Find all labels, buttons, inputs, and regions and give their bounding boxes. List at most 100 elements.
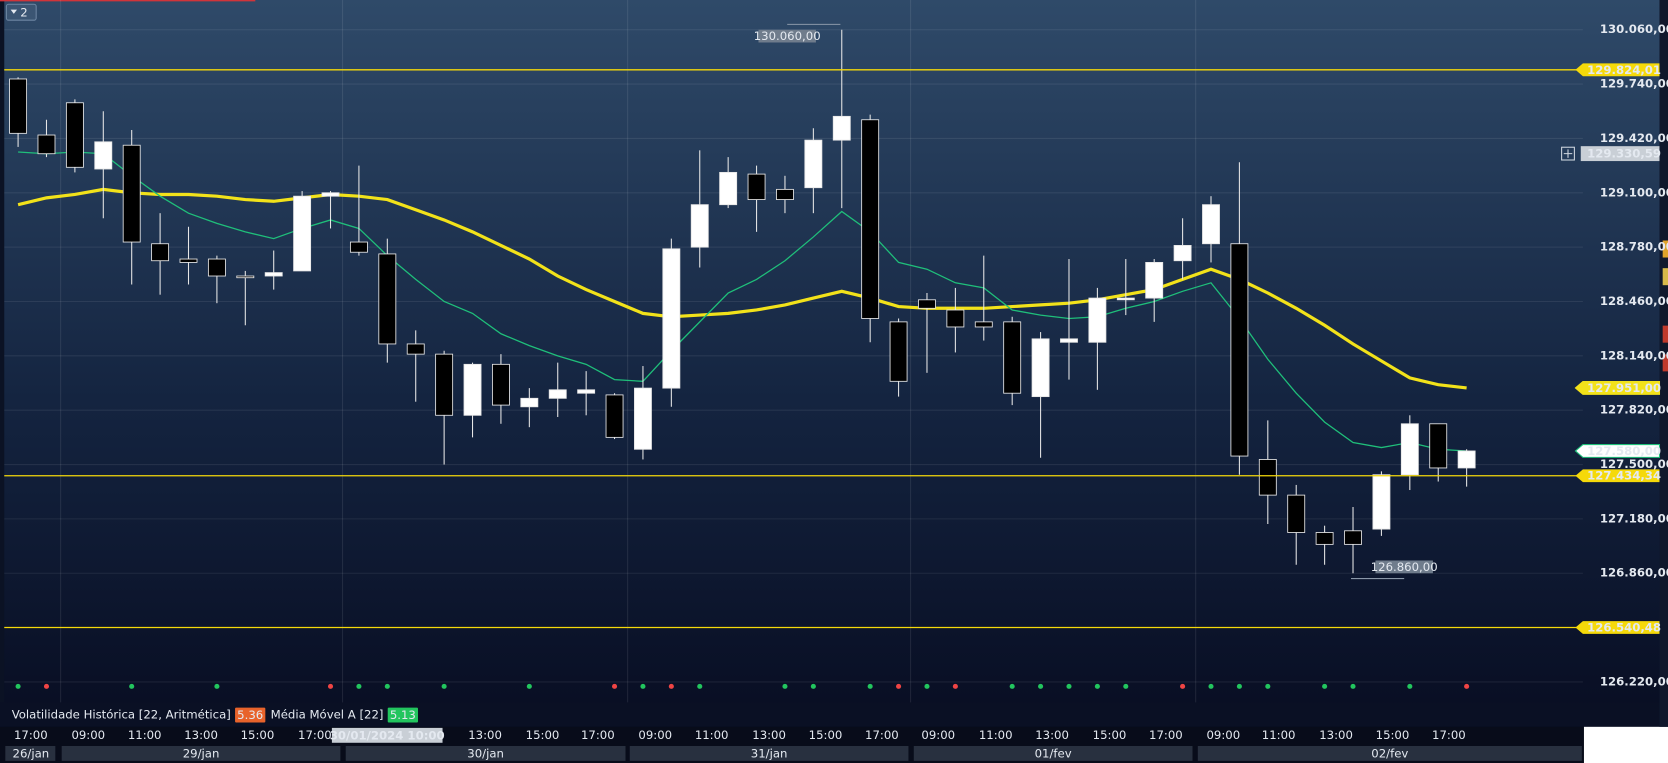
time-label: 13:00 bbox=[1035, 728, 1069, 742]
signal-dot bbox=[1464, 683, 1470, 689]
candle-body bbox=[65, 102, 84, 168]
candle-body bbox=[974, 321, 993, 328]
signal-dot bbox=[1094, 683, 1100, 689]
candle-body bbox=[832, 115, 851, 141]
candle-body bbox=[321, 192, 340, 197]
candle-body bbox=[406, 343, 425, 355]
signal-dot bbox=[1236, 683, 1242, 689]
y-tick-label: 129.420,00 bbox=[1600, 131, 1668, 145]
candle-body bbox=[719, 171, 738, 206]
day-label: 26/jan bbox=[13, 746, 50, 760]
signal-dot bbox=[1208, 683, 1214, 689]
indicator-name: Média Móvel A [22] bbox=[271, 708, 384, 722]
candle-body bbox=[946, 309, 965, 328]
candle-body bbox=[463, 363, 482, 416]
time-label: 09:00 bbox=[71, 728, 105, 742]
moving-average bbox=[18, 151, 1467, 452]
time-label: 09:00 bbox=[638, 728, 672, 742]
level-label-box bbox=[1575, 469, 1660, 483]
time-label: 15:00 bbox=[809, 728, 843, 742]
signal-dot bbox=[15, 683, 21, 689]
time-label: 15:00 bbox=[1376, 728, 1410, 742]
badge-box[interactable] bbox=[5, 3, 37, 21]
y-tick-label: 129.100,00 bbox=[1600, 185, 1668, 199]
signal-dot bbox=[1123, 683, 1129, 689]
signal-dot bbox=[697, 683, 703, 689]
signal-dot bbox=[867, 683, 873, 689]
candle-body bbox=[747, 173, 766, 201]
time-label: 11:00 bbox=[979, 728, 1013, 742]
candle-body bbox=[1003, 321, 1022, 394]
day-label: 01/fev bbox=[1035, 746, 1072, 760]
candle-body bbox=[435, 353, 454, 416]
indicator-badge bbox=[235, 707, 266, 723]
y-tick-label: 130.060,00 bbox=[1600, 22, 1668, 36]
indicator-value: 5.13 bbox=[390, 708, 416, 722]
candle-body bbox=[293, 195, 312, 272]
time-label: 13:00 bbox=[184, 728, 218, 742]
candle-body bbox=[861, 119, 880, 319]
y-tick-label: 126.860,00 bbox=[1600, 566, 1668, 580]
candle-body bbox=[264, 272, 283, 277]
candle-body bbox=[634, 387, 652, 450]
crosshair-price: 129.330,59 bbox=[1587, 147, 1661, 161]
day-box bbox=[1197, 745, 1582, 761]
time-label: 11:00 bbox=[1262, 728, 1296, 742]
badge-text: 2 bbox=[20, 5, 27, 19]
moving-average bbox=[17, 187, 1467, 390]
candle-body bbox=[1400, 423, 1419, 476]
crosshair-time: 30/01/2024 10:00 bbox=[330, 728, 445, 742]
indicator-name: Volatilidade Histórica [22, Aritmética] bbox=[12, 708, 231, 722]
layer-badge[interactable]: 2 bbox=[5, 3, 37, 21]
day-box bbox=[5, 745, 56, 761]
candle-body bbox=[179, 258, 198, 263]
candle-body bbox=[520, 397, 539, 408]
crosshair-icon-plus bbox=[1563, 149, 1573, 158]
level-label: 126.540,48 bbox=[1587, 621, 1661, 635]
crosshair-icon bbox=[1561, 146, 1575, 161]
day-label: 29/jan bbox=[183, 746, 220, 760]
ma-label-box bbox=[1574, 444, 1661, 458]
time-label: 09:00 bbox=[1207, 728, 1241, 742]
y-tick-label: 127.500,00 bbox=[1600, 457, 1668, 471]
candle-body bbox=[662, 248, 681, 389]
candle-body bbox=[1258, 459, 1277, 496]
candle-body bbox=[577, 389, 596, 394]
level-label: 129.824,01 bbox=[1587, 63, 1661, 77]
indicator-value: 5.36 bbox=[237, 708, 263, 722]
level-label-box bbox=[1575, 621, 1660, 634]
candle-body bbox=[122, 144, 141, 243]
time-label: 15:00 bbox=[1093, 728, 1127, 742]
extreme-label: 126.860,00 bbox=[1371, 560, 1438, 574]
left-edge bbox=[0, 0, 5, 727]
candle-body bbox=[1060, 338, 1078, 343]
ma-label: 127.951,00 bbox=[1587, 381, 1661, 395]
day-label: 31/jan bbox=[751, 746, 788, 760]
signal-dot bbox=[1322, 683, 1328, 689]
candle-body bbox=[1145, 261, 1164, 299]
indicator-panel bbox=[0, 702, 1668, 727]
extreme-label: 130.060,00 bbox=[754, 29, 821, 43]
candle-body bbox=[548, 389, 567, 399]
candle-body bbox=[804, 139, 823, 189]
y-tick-label: 127.820,00 bbox=[1600, 403, 1668, 417]
signal-dot bbox=[810, 683, 816, 689]
time-label: 17:00 bbox=[865, 728, 899, 742]
candle-body bbox=[1031, 338, 1050, 398]
candle-body bbox=[37, 134, 56, 155]
time-label: 17:00 bbox=[1149, 728, 1183, 742]
signal-dot bbox=[1038, 683, 1044, 689]
candle-body bbox=[1230, 243, 1249, 457]
signal-dot bbox=[896, 683, 902, 689]
candle-body bbox=[690, 204, 709, 248]
signal-dot bbox=[1009, 683, 1015, 689]
time-label: 13:00 bbox=[468, 728, 502, 742]
time-label: 15:00 bbox=[241, 728, 275, 742]
time-label: 11:00 bbox=[695, 728, 729, 742]
day-label: 02/fev bbox=[1371, 746, 1408, 760]
time-label: 13:00 bbox=[1319, 728, 1353, 742]
candle-body bbox=[889, 321, 908, 382]
side-tag bbox=[1662, 325, 1668, 343]
day-box bbox=[913, 745, 1193, 761]
